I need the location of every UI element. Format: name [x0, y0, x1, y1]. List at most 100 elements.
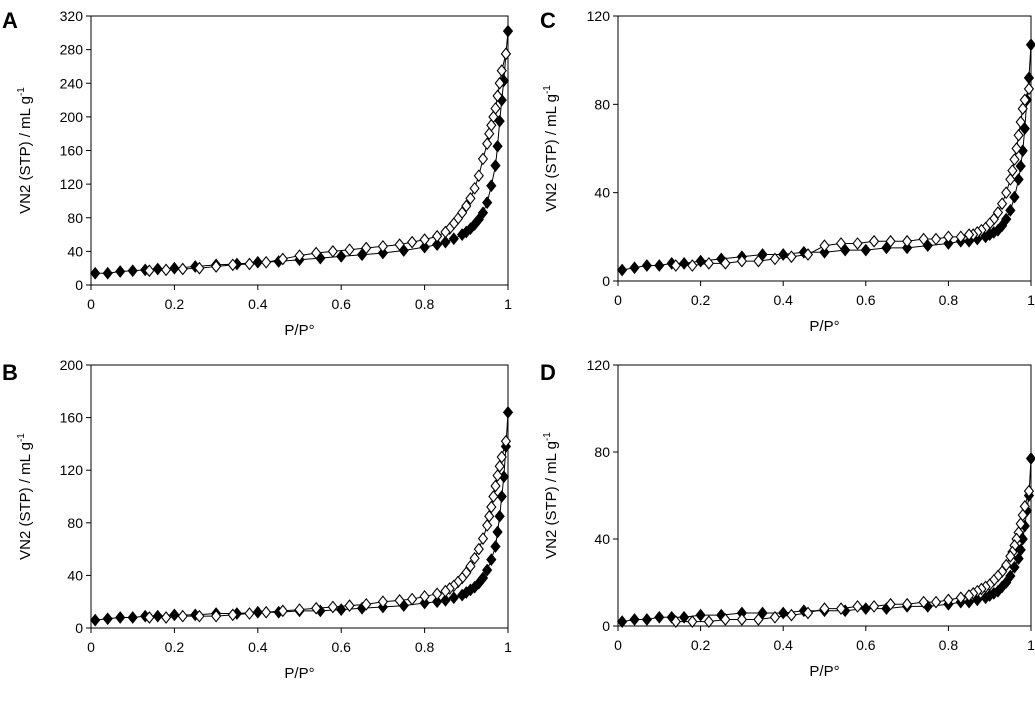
open-diamond-point	[473, 542, 484, 556]
filled-diamond-point	[1005, 203, 1016, 217]
filled-diamond-point	[494, 509, 505, 523]
filled-diamond-point	[90, 613, 101, 627]
x-tick-label: 0.8	[939, 292, 959, 308]
open-diamond-point	[963, 589, 975, 602]
x-tick-label: 0.6	[856, 637, 876, 653]
filled-diamond-point	[695, 608, 706, 622]
open-diamond-point	[885, 234, 896, 248]
open-diamond-point	[440, 225, 451, 239]
x-tick-label: 0.2	[165, 296, 185, 312]
filled-diamond-point	[419, 240, 430, 254]
filled-diamond-point	[482, 196, 493, 209]
open-diamond-point	[769, 252, 781, 266]
open-diamond-point	[1015, 115, 1026, 129]
filled-diamond-point	[252, 605, 263, 619]
filled-diamond-point	[152, 262, 163, 276]
filled-diamond-point	[492, 525, 503, 539]
filled-diamond-point	[115, 265, 126, 278]
open-diamond-point	[1005, 550, 1016, 563]
open-diamond-point	[930, 232, 942, 246]
filled-diamond-point	[127, 611, 138, 624]
x-tick-label: 1	[504, 296, 512, 312]
x-tick-label: 0	[87, 639, 95, 655]
open-diamond-point	[918, 232, 929, 246]
filled-diamond-point	[127, 264, 138, 278]
y-axis-label: VN2 (STP) / mL g-1	[16, 87, 34, 214]
filled-diamond-point	[432, 238, 443, 252]
open-diamond-point	[720, 256, 731, 270]
open-diamond-point	[344, 599, 355, 613]
open-diamond-point	[802, 606, 814, 620]
open-diamond-point	[419, 590, 430, 603]
x-tick-label: 0.4	[773, 637, 793, 653]
x-axis-label: P/P°	[809, 318, 839, 335]
open-diamond-point	[394, 238, 405, 252]
filled-diamond-point	[1001, 212, 1012, 226]
open-diamond-point	[802, 248, 814, 261]
open-diamond-point	[955, 591, 966, 605]
filled-diamond-point	[1023, 71, 1035, 85]
x-tick-label: 0.8	[415, 639, 435, 655]
x-axis-label: P/P°	[284, 665, 314, 682]
x-tick-label: 0	[87, 296, 95, 312]
panel-label: A	[2, 8, 18, 33]
filled-diamond-point	[1015, 543, 1026, 557]
filled-diamond-point	[152, 609, 163, 623]
open-diamond-point	[160, 263, 172, 277]
open-diamond-point	[160, 611, 172, 624]
y-tick-label: 200	[60, 109, 84, 125]
open-diamond-point	[852, 600, 863, 613]
filled-diamond-point	[943, 237, 954, 250]
filled-diamond-point	[617, 615, 628, 629]
x-tick-label: 0.8	[415, 296, 435, 312]
filled-diamond-point	[477, 571, 489, 585]
open-diamond-point	[1001, 186, 1012, 200]
open-diamond-point	[943, 230, 954, 244]
open-diamond-point	[885, 597, 896, 611]
open-diamond-point	[955, 230, 966, 244]
y-tick-label: 320	[60, 8, 84, 24]
open-diamond-point	[461, 199, 472, 213]
open-diamond-point	[736, 254, 748, 268]
open-diamond-point	[769, 610, 781, 624]
x-tick-label: 0.2	[691, 637, 711, 653]
filled-diamond-point	[336, 250, 347, 263]
filled-diamond-point	[490, 540, 501, 553]
open-diamond-point	[177, 262, 188, 276]
open-diamond-point	[496, 64, 507, 78]
filled-diamond-point	[502, 405, 514, 419]
x-tick-label: 1	[1027, 292, 1035, 308]
panel-label: D	[540, 360, 556, 385]
open-diamond-point	[720, 613, 731, 626]
chart-panel-d: 0 40 80 120 0 0.2 0.4 0.6 0.8 1 P/P° VN2 (STP) / mL…	[540, 357, 1035, 680]
open-diamond-point	[835, 602, 847, 615]
open-diamond-point	[943, 593, 954, 607]
filled-diamond-point	[654, 259, 665, 272]
filled-diamond-point	[473, 213, 484, 226]
y-tick-label: 120	[60, 176, 84, 192]
open-diamond-point	[819, 602, 830, 615]
open-diamond-point	[482, 137, 493, 151]
open-diamond-point	[377, 595, 389, 609]
x-tick-label: 0	[614, 292, 622, 308]
open-diamond-point	[144, 264, 155, 278]
filled-diamond-point	[860, 243, 871, 257]
open-diamond-point	[500, 47, 512, 61]
open-diamond-point	[488, 490, 499, 503]
open-diamond-point	[484, 127, 495, 141]
y-axis-label: VN2 (STP) / mL g-1	[542, 432, 560, 559]
open-diamond-point	[484, 509, 495, 523]
filled-diamond-point	[1015, 159, 1026, 173]
open-diamond-point	[244, 607, 255, 620]
filled-diamond-point	[432, 595, 443, 609]
open-diamond-point	[868, 600, 880, 613]
open-diamond-point	[486, 500, 497, 514]
open-diamond-point	[494, 76, 505, 90]
open-diamond-point	[194, 609, 205, 623]
open-diamond-point	[963, 228, 975, 242]
open-diamond-point	[419, 233, 430, 246]
filled-diamond-point	[490, 159, 501, 173]
open-diamond-point	[361, 597, 372, 611]
open-diamond-point	[227, 608, 238, 622]
open-diamond-point	[1009, 153, 1020, 166]
